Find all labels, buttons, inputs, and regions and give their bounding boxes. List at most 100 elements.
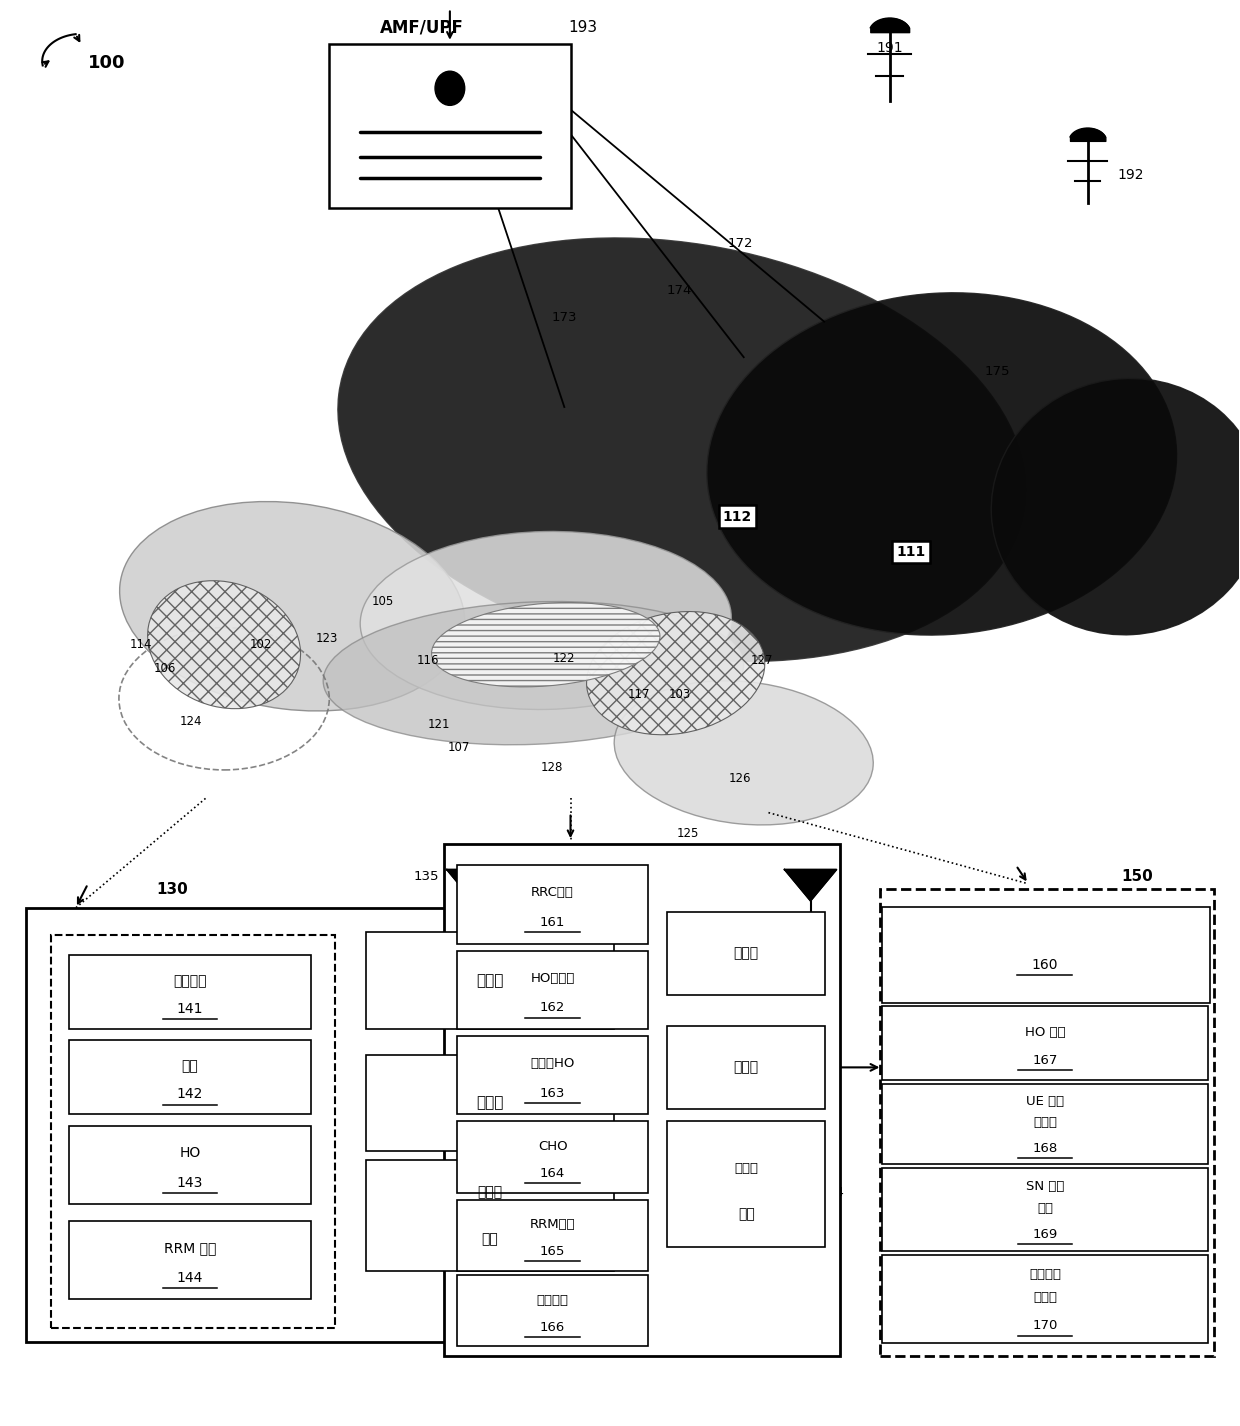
Polygon shape bbox=[785, 870, 837, 901]
Text: 114: 114 bbox=[130, 639, 153, 652]
Text: 165: 165 bbox=[539, 1245, 565, 1258]
FancyBboxPatch shape bbox=[883, 1007, 1208, 1079]
FancyBboxPatch shape bbox=[456, 1121, 649, 1192]
Text: 116: 116 bbox=[417, 655, 439, 667]
Text: 112: 112 bbox=[723, 509, 753, 523]
FancyBboxPatch shape bbox=[883, 907, 1210, 1004]
Text: 151: 151 bbox=[818, 1124, 842, 1137]
FancyBboxPatch shape bbox=[366, 1055, 614, 1151]
Text: 154: 154 bbox=[821, 1186, 844, 1199]
Text: 155: 155 bbox=[750, 870, 776, 883]
FancyBboxPatch shape bbox=[667, 1027, 826, 1108]
Text: 128: 128 bbox=[541, 760, 563, 773]
Text: SN 状态: SN 状态 bbox=[1025, 1181, 1064, 1194]
Text: 收发器: 收发器 bbox=[476, 973, 503, 988]
Text: 存储器: 存储器 bbox=[477, 1185, 502, 1199]
Text: 径切换: 径切换 bbox=[1033, 1291, 1056, 1305]
Text: 117: 117 bbox=[627, 687, 650, 702]
Text: 126: 126 bbox=[729, 771, 751, 784]
Text: 164: 164 bbox=[539, 1166, 565, 1179]
FancyBboxPatch shape bbox=[69, 1125, 311, 1204]
Text: 172: 172 bbox=[728, 237, 753, 250]
Text: Xn: Xn bbox=[967, 948, 986, 963]
Text: 161: 161 bbox=[539, 915, 565, 928]
Text: 174: 174 bbox=[667, 284, 692, 297]
Text: 167: 167 bbox=[1032, 1054, 1058, 1067]
Ellipse shape bbox=[991, 378, 1240, 635]
Text: HO控制器: HO控制器 bbox=[531, 971, 575, 984]
Text: 134: 134 bbox=[573, 1208, 596, 1221]
Text: 152: 152 bbox=[818, 1031, 842, 1044]
Ellipse shape bbox=[119, 502, 465, 712]
Text: HO: HO bbox=[180, 1147, 201, 1161]
FancyBboxPatch shape bbox=[456, 866, 649, 944]
Text: RRM测量: RRM测量 bbox=[529, 1218, 575, 1231]
Text: 141: 141 bbox=[177, 1002, 203, 1015]
Text: 处理器: 处理器 bbox=[476, 1095, 503, 1111]
Text: 文释放: 文释放 bbox=[1033, 1117, 1056, 1129]
Text: 111: 111 bbox=[897, 545, 925, 559]
FancyBboxPatch shape bbox=[366, 933, 614, 1030]
Text: 193: 193 bbox=[568, 20, 598, 34]
Text: 123: 123 bbox=[316, 633, 339, 646]
Ellipse shape bbox=[339, 238, 1025, 662]
FancyBboxPatch shape bbox=[51, 935, 336, 1328]
FancyBboxPatch shape bbox=[69, 955, 311, 1030]
Text: 130: 130 bbox=[156, 881, 188, 897]
Text: 150: 150 bbox=[1121, 868, 1153, 884]
Text: 163: 163 bbox=[539, 1087, 565, 1099]
Text: 160: 160 bbox=[1032, 958, 1058, 973]
FancyBboxPatch shape bbox=[883, 1084, 1208, 1164]
Text: 169: 169 bbox=[1033, 1228, 1058, 1241]
Ellipse shape bbox=[587, 612, 765, 734]
Circle shape bbox=[435, 71, 465, 106]
FancyBboxPatch shape bbox=[456, 1037, 649, 1114]
Text: 175: 175 bbox=[985, 365, 1011, 378]
Polygon shape bbox=[446, 870, 498, 901]
Text: 100: 100 bbox=[88, 54, 125, 71]
FancyBboxPatch shape bbox=[883, 1168, 1208, 1251]
Text: 102: 102 bbox=[250, 639, 273, 652]
Text: 142: 142 bbox=[177, 1088, 203, 1101]
Text: 命令接收: 命令接收 bbox=[174, 974, 207, 988]
Ellipse shape bbox=[707, 292, 1177, 635]
Text: 173: 173 bbox=[552, 311, 577, 324]
Text: 121: 121 bbox=[428, 717, 450, 732]
Text: 124: 124 bbox=[180, 714, 202, 729]
FancyBboxPatch shape bbox=[330, 44, 570, 208]
Text: 131: 131 bbox=[556, 1142, 579, 1155]
Text: 143: 143 bbox=[177, 1176, 203, 1189]
Text: 检测: 检测 bbox=[182, 1060, 198, 1074]
Text: RRM 测量: RRM 测量 bbox=[164, 1242, 216, 1255]
Text: 存储器: 存储器 bbox=[734, 1162, 758, 1175]
Text: 125: 125 bbox=[677, 827, 699, 840]
Text: 转移: 转移 bbox=[1037, 1202, 1053, 1215]
FancyBboxPatch shape bbox=[26, 908, 663, 1342]
FancyBboxPatch shape bbox=[366, 1159, 614, 1271]
FancyBboxPatch shape bbox=[880, 890, 1214, 1356]
FancyBboxPatch shape bbox=[883, 1255, 1208, 1343]
Text: 127: 127 bbox=[751, 655, 774, 667]
FancyBboxPatch shape bbox=[667, 1121, 826, 1246]
Text: 132: 132 bbox=[556, 1038, 579, 1051]
Text: RRC配置: RRC配置 bbox=[531, 886, 574, 900]
FancyBboxPatch shape bbox=[456, 1275, 649, 1346]
Ellipse shape bbox=[432, 603, 660, 687]
Text: 103: 103 bbox=[668, 687, 691, 702]
Text: 随机接入: 随机接入 bbox=[537, 1293, 569, 1306]
Text: 166: 166 bbox=[539, 1320, 565, 1333]
Text: 192: 192 bbox=[1117, 168, 1143, 183]
Text: CHO: CHO bbox=[538, 1139, 568, 1152]
Text: 程序: 程序 bbox=[481, 1232, 498, 1246]
FancyBboxPatch shape bbox=[456, 951, 649, 1030]
FancyBboxPatch shape bbox=[69, 1221, 311, 1299]
FancyBboxPatch shape bbox=[667, 913, 826, 995]
Ellipse shape bbox=[148, 580, 300, 709]
FancyBboxPatch shape bbox=[456, 1199, 649, 1271]
Text: 正常的HO: 正常的HO bbox=[531, 1057, 575, 1070]
Text: 162: 162 bbox=[539, 1001, 565, 1014]
Ellipse shape bbox=[360, 532, 732, 710]
Text: 133: 133 bbox=[546, 908, 569, 921]
Text: 153: 153 bbox=[880, 908, 904, 921]
Text: 191: 191 bbox=[877, 41, 903, 56]
